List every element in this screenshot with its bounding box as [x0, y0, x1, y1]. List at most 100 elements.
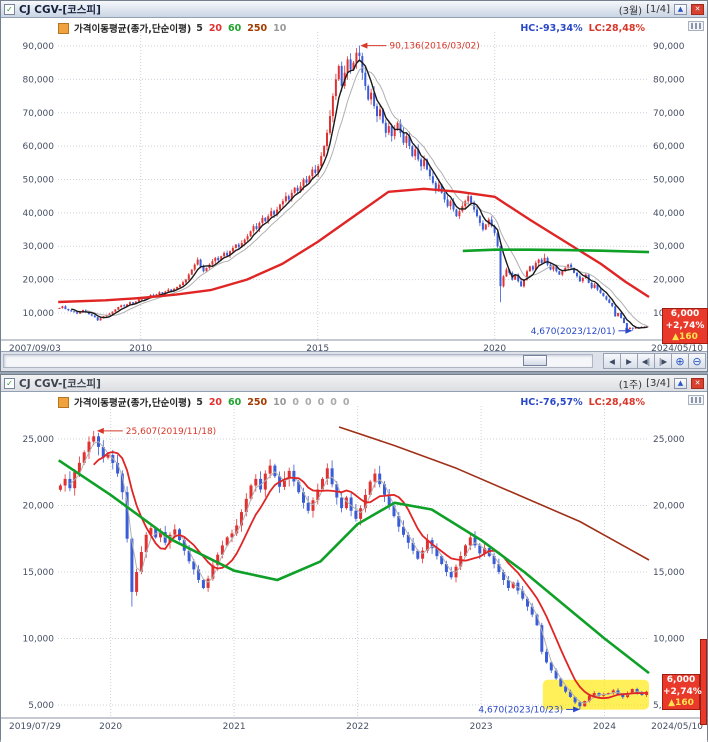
close-button[interactable]: ✕: [691, 3, 704, 15]
zoom-out-button[interactable]: ⊖: [688, 353, 706, 369]
svg-text:2007/09/03: 2007/09/03: [9, 344, 61, 354]
candles: [58, 430, 649, 710]
svg-text:2015: 2015: [306, 344, 329, 354]
window-titlebar[interactable]: ✓ CJ CGV-[코스피] (1주) [3/4] ▲ ✕: [1, 375, 707, 392]
candles: [58, 45, 649, 331]
current-price: 6,000: [670, 309, 700, 319]
svg-text:40,000: 40,000: [23, 209, 55, 219]
change-amount: ▲160: [668, 698, 694, 708]
period-label: (1주): [618, 379, 643, 391]
svg-text:2023: 2023: [470, 722, 493, 732]
weekly-chart-canvas[interactable]: 5,0005,00010,00010,00015,00015,00020,000…: [1, 392, 708, 742]
weekly-chart-window: ✓ CJ CGV-[코스피] (1주) [3/4] ▲ ✕ 5,0005,000…: [0, 374, 708, 742]
svg-text:30,000: 30,000: [23, 242, 55, 252]
svg-text:2024/05/10: 2024/05/10: [651, 344, 703, 354]
svg-text:4,670(2023/12/01): 4,670(2023/12/01): [531, 327, 616, 337]
svg-text:5,000: 5,000: [28, 701, 54, 711]
svg-text:80,000: 80,000: [23, 75, 55, 85]
window-title: CJ CGV-[코스피]: [19, 3, 101, 16]
page-start-button[interactable]: ◀|: [637, 353, 655, 369]
svg-text:2010: 2010: [129, 344, 152, 354]
scroll-right-button[interactable]: ▶: [620, 353, 638, 369]
rollup-button[interactable]: ▲: [674, 377, 687, 389]
rollup-button[interactable]: ▲: [674, 3, 687, 15]
svg-text:2019/07/29: 2019/07/29: [9, 722, 61, 732]
chart-scrollbar[interactable]: ◀ ▶ ◀| |▶ ⊕ ⊖: [1, 351, 707, 371]
change-percent: +2,74%: [663, 686, 702, 697]
page-indicator: [3/4]: [646, 377, 670, 389]
grid: [1, 32, 708, 341]
svg-text:30,000: 30,000: [653, 242, 685, 252]
zoom-in-button[interactable]: ⊕: [671, 353, 689, 369]
svg-text:60,000: 60,000: [653, 142, 685, 152]
svg-text:10,000: 10,000: [23, 635, 55, 645]
current-price: 6,000: [666, 675, 696, 685]
svg-text:90,000: 90,000: [23, 42, 55, 52]
highlight-region: [542, 679, 649, 710]
svg-text:4,670(2023/10/23): 4,670(2023/10/23): [478, 705, 563, 715]
svg-text:20,000: 20,000: [23, 276, 55, 286]
svg-text:25,607(2019/11/18): 25,607(2019/11/18): [126, 427, 216, 437]
svg-text:70,000: 70,000: [653, 109, 685, 119]
svg-text:20,000: 20,000: [23, 502, 55, 512]
page-indicator: [1/4]: [646, 3, 670, 15]
x-axis-labels: 2019/07/29 2020 2021 2022 2023 2024 2024/05/10: [9, 722, 703, 732]
ma-lines: [58, 58, 650, 329]
chart-tools-icon[interactable]: [688, 21, 704, 31]
svg-text:25,000: 25,000: [23, 435, 55, 445]
svg-text:2022: 2022: [346, 722, 369, 732]
x-axis-labels: 2007/09/03 2010 2015 2020 2024/05/10: [9, 344, 703, 354]
ma-lines: [57, 426, 650, 704]
current-price-range-bar: [700, 639, 707, 725]
annotations: 90,136(2016/03/02) 4,670(2023/12/01): [360, 42, 633, 337]
scrollbar-buttons: ◀ ▶ ◀| |▶ ⊕ ⊖: [603, 353, 706, 369]
scrollbar-thumb[interactable]: [523, 355, 547, 366]
chart-tools-icon[interactable]: [688, 395, 704, 405]
svg-text:80,000: 80,000: [653, 75, 685, 85]
sma-10-line: [85, 67, 648, 327]
svg-text:10,000: 10,000: [653, 635, 685, 645]
price-box: 6,000 +2,74% ▲160: [662, 308, 708, 344]
change-amount: ▲160: [672, 332, 698, 342]
ma-long-green: [57, 459, 650, 675]
weekly-chart-area: 5,0005,00010,00010,00015,00015,00020,000…: [1, 392, 708, 742]
ma-250-green: [462, 248, 650, 254]
sma-8-line: [93, 451, 647, 700]
svg-text:2021: 2021: [223, 722, 246, 732]
svg-text:25,000: 25,000: [653, 435, 685, 445]
monthly-chart-window: ✓ CJ CGV-[코스피] (3월) [1/4] ▲ ✕ 10,00010,0…: [0, 0, 708, 372]
close-button[interactable]: ✕: [691, 377, 704, 389]
svg-text:2020: 2020: [483, 344, 506, 354]
select-checkbox[interactable]: ✓: [4, 3, 15, 15]
ma-250-maroon: [338, 426, 650, 561]
svg-text:15,000: 15,000: [23, 568, 55, 578]
monthly-chart-area: 10,00010,00020,00020,00030,00030,00040,0…: [1, 18, 708, 354]
svg-text:70,000: 70,000: [23, 109, 55, 119]
change-percent: +2,74%: [665, 320, 705, 331]
select-checkbox[interactable]: ✓: [4, 377, 15, 389]
scrollbar-track[interactable]: [3, 354, 593, 368]
annotations: 25,607(2019/11/18) 4,670(2023/10/23): [96, 427, 581, 715]
svg-text:2020: 2020: [99, 722, 122, 732]
scroll-left-button[interactable]: ◀: [603, 353, 621, 369]
svg-text:20,000: 20,000: [653, 502, 685, 512]
sma-5-line: [71, 58, 648, 329]
ma-long-red: [58, 187, 650, 304]
svg-text:20,000: 20,000: [653, 276, 685, 286]
svg-text:60,000: 60,000: [23, 142, 55, 152]
monthly-chart-canvas[interactable]: 10,00010,00020,00020,00030,00030,00040,0…: [1, 18, 708, 354]
svg-text:50,000: 50,000: [653, 176, 685, 186]
page-end-button[interactable]: |▶: [654, 353, 672, 369]
window-title: CJ CGV-[코스피]: [19, 377, 101, 390]
svg-text:50,000: 50,000: [23, 176, 55, 186]
svg-text:15,000: 15,000: [653, 568, 685, 578]
svg-text:10,000: 10,000: [23, 309, 55, 319]
period-label: (3월): [618, 5, 643, 17]
svg-text:2024/05/10: 2024/05/10: [651, 722, 703, 732]
window-titlebar[interactable]: ✓ CJ CGV-[코스피] (3월) [1/4] ▲ ✕: [1, 1, 707, 18]
price-box: 6,000 +2,74% ▲160: [662, 674, 702, 710]
svg-text:40,000: 40,000: [653, 209, 685, 219]
svg-text:90,136(2016/03/02): 90,136(2016/03/02): [389, 42, 479, 52]
svg-text:2024: 2024: [593, 722, 616, 732]
sma-3-line: [69, 441, 647, 704]
